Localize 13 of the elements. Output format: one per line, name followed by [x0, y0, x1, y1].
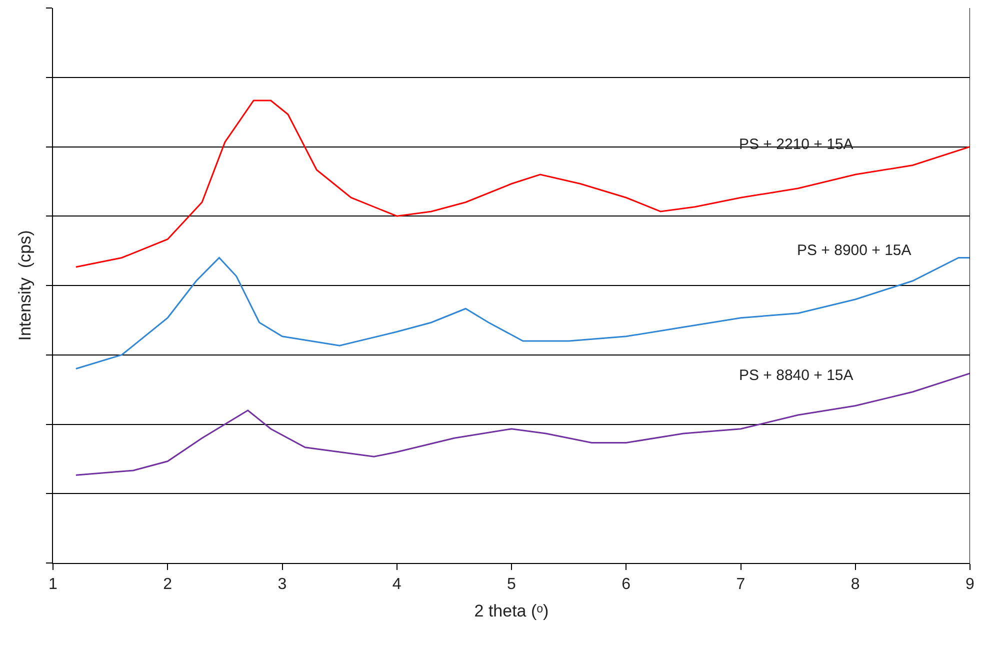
x-tick-label: 8	[850, 576, 860, 594]
x-tick-label: 2	[163, 576, 172, 594]
x-axis-title: 2 theta (ᵒ)	[474, 602, 549, 621]
x-tick-label: 4	[392, 576, 402, 594]
y-axis-title: Intensity (cps)	[16, 230, 35, 341]
x-tick-label: 3	[278, 576, 287, 594]
x-tick-label: 6	[622, 576, 631, 594]
x-tick-label: 1	[48, 576, 58, 594]
x-tick-label: 5	[507, 576, 516, 594]
series-label: PS + 8900 + 15A	[797, 242, 912, 259]
x-tick-label: 9	[966, 576, 975, 594]
x-tick-label: 7	[736, 576, 746, 594]
series-label: PS + 8840 + 15A	[739, 367, 854, 384]
